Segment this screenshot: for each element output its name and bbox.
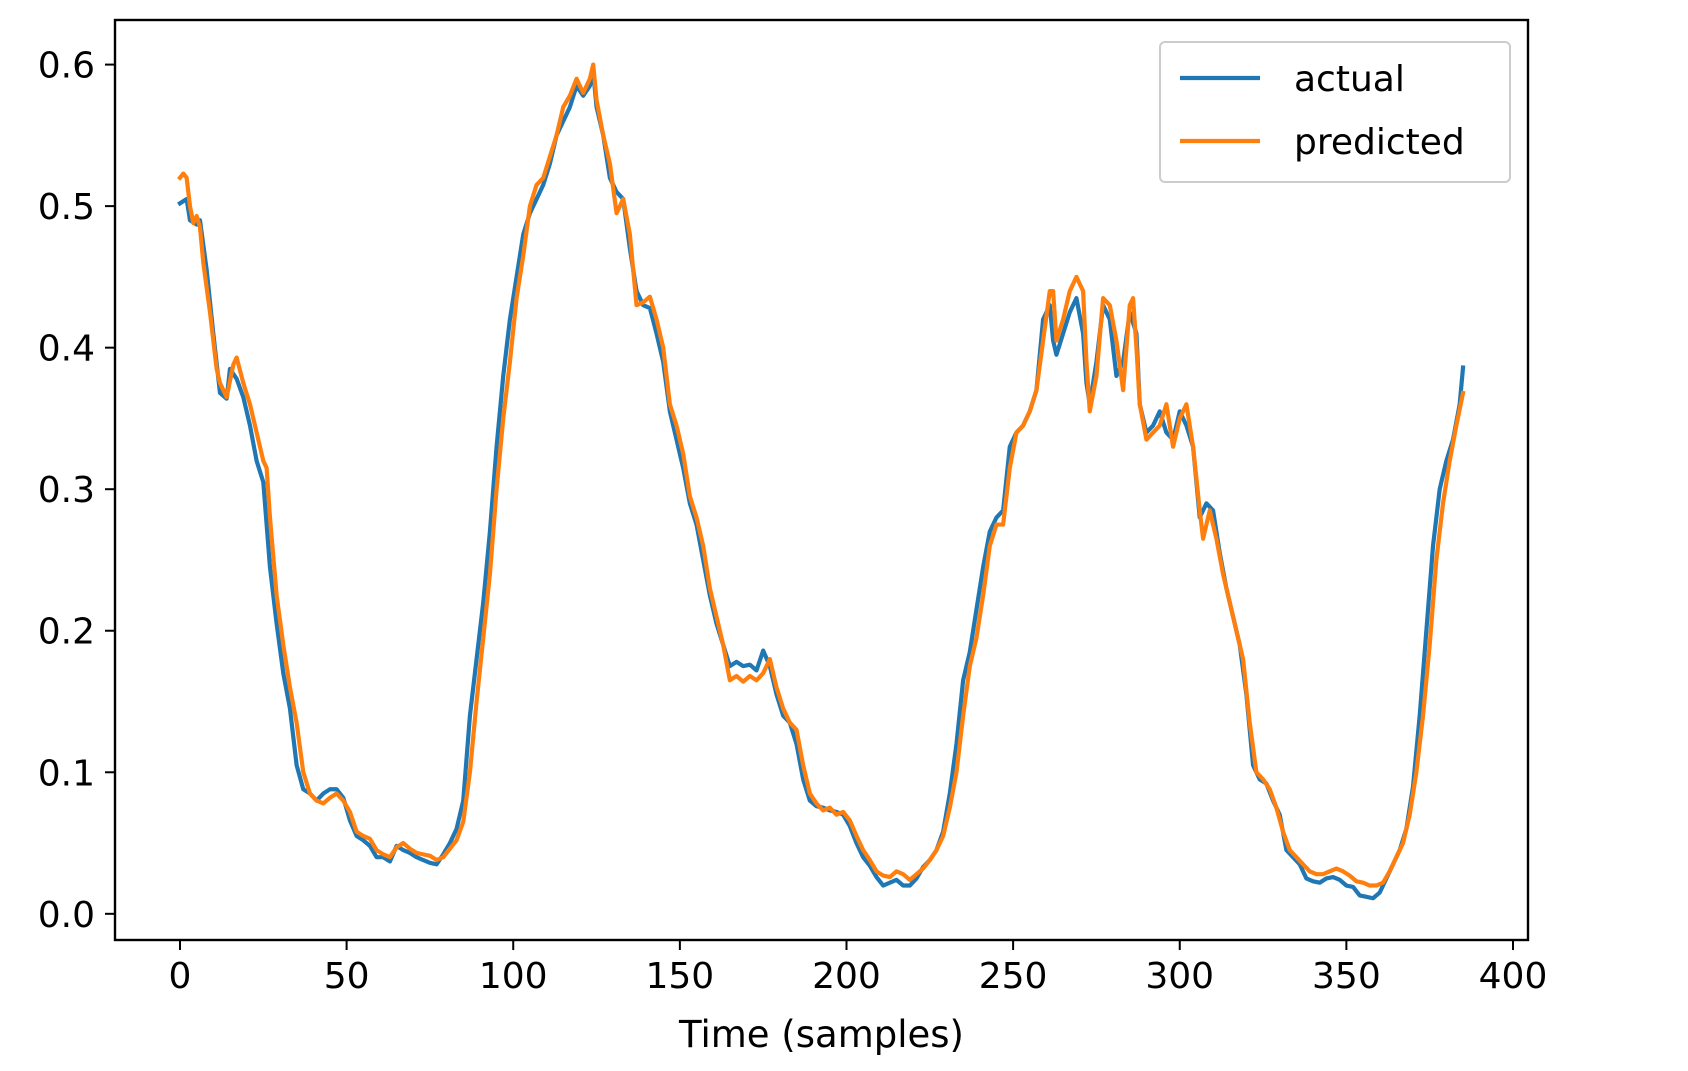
x-tick-label: 200 <box>812 956 881 997</box>
y-tick-label: 0.3 <box>38 470 95 511</box>
series-line-predicted <box>177 62 1466 888</box>
y-tick-label: 0.1 <box>38 753 95 794</box>
x-tick-label: 150 <box>646 956 715 997</box>
x-tick-label: 0 <box>169 956 192 997</box>
y-tick-label: 0.4 <box>38 329 95 370</box>
y-axis-ticks: 0.0 0.1 0.2 0.3 0.4 0.5 0.6 <box>38 46 115 936</box>
y-tick-label: 0.6 <box>38 46 95 87</box>
y-tick-label: 0.0 <box>38 895 95 936</box>
series-lines <box>177 62 1466 901</box>
x-tick-label: 100 <box>479 956 548 997</box>
legend: actual predicted <box>1159 41 1511 183</box>
legend-label-actual: actual <box>1294 59 1405 100</box>
x-axis-label: Time (samples) <box>678 1013 964 1056</box>
legend-label-predicted: predicted <box>1294 122 1465 163</box>
x-tick-label: 350 <box>1312 956 1381 997</box>
x-axis-ticks: 0 50 100 150 200 250 300 350 400 <box>169 940 1548 997</box>
x-tick-label: 400 <box>1479 956 1548 997</box>
y-tick-label: 0.2 <box>38 612 95 653</box>
y-tick-label: 0.5 <box>38 187 95 228</box>
plot-frame <box>113 18 1530 942</box>
x-tick-label: 50 <box>324 956 370 997</box>
x-tick-label: 300 <box>1145 956 1214 997</box>
x-tick-label: 250 <box>979 956 1048 997</box>
